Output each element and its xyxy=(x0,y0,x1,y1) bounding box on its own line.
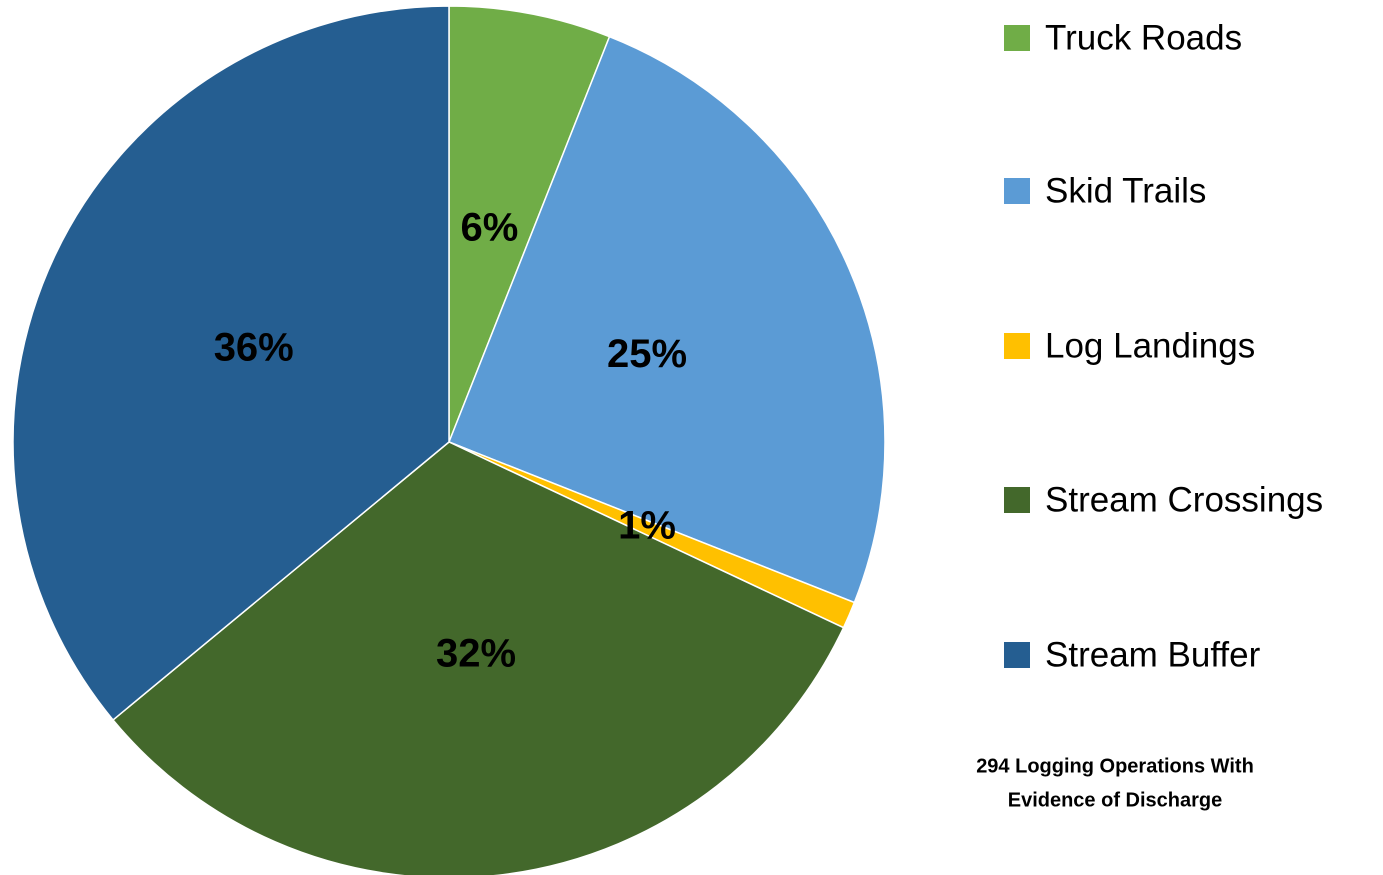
slice-label: 32% xyxy=(436,632,516,676)
annotation: 294 Logging Operations With xyxy=(976,755,1254,777)
legend-swatch xyxy=(1004,178,1030,204)
pie-slice xyxy=(111,441,845,875)
slice-label: 1% xyxy=(618,503,676,547)
slice-label: 36% xyxy=(214,326,294,370)
annotation: Evidence of Discharge xyxy=(1008,789,1223,811)
legend-swatch xyxy=(1004,642,1030,668)
legend-label: Skid Trails xyxy=(1045,171,1206,210)
slice-label: 25% xyxy=(607,332,687,376)
slice-label: 6% xyxy=(461,206,519,250)
pie-slice xyxy=(12,5,450,721)
legend-label: Stream Buffer xyxy=(1045,635,1261,674)
legend-label: Truck Roads xyxy=(1045,18,1242,57)
pie-slice xyxy=(448,35,886,604)
pie-slice xyxy=(448,5,611,443)
legend-swatch xyxy=(1004,487,1030,513)
legend-label: Log Landings xyxy=(1045,326,1255,365)
legend-label: Stream Crossings xyxy=(1045,480,1323,519)
legend-swatch xyxy=(1004,333,1030,359)
legend-swatch xyxy=(1004,25,1030,51)
